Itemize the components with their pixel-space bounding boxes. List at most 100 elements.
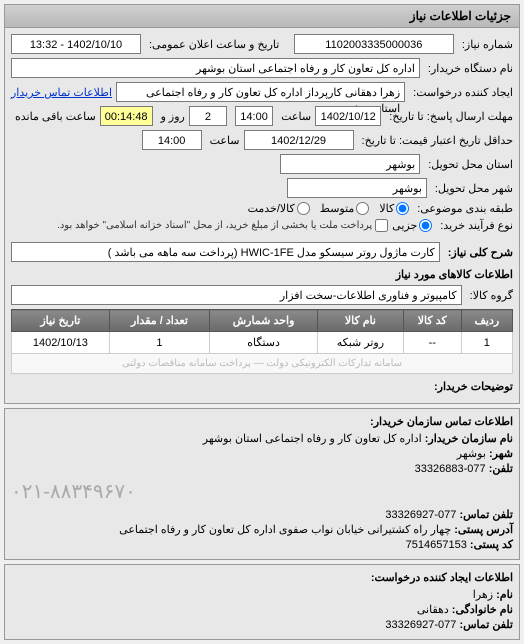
th-code: کد کالا — [403, 310, 461, 332]
phone-label: تلفن: — [489, 463, 513, 475]
row-buyer-org: نام دستگاه خریدار: اداره کل تعاون کار و … — [11, 58, 513, 78]
buy-type-radio-group: جزیی — [392, 219, 432, 232]
time-remaining-field: 00:14:48 — [100, 106, 153, 126]
validity-label: حداقل تاریخ اعتبار قیمت: تا تاریخ: — [362, 134, 513, 147]
postal-label: کد پستی: — [470, 539, 513, 551]
panel-title: جزئیات اطلاعات نیاز — [5, 5, 519, 28]
delivery-city-label: شهر محل تحویل: — [435, 182, 513, 195]
treasury-checkbox-input[interactable] — [375, 219, 388, 232]
cell-qty: 1 — [109, 332, 209, 354]
row-notes: توضیحات خریدار: — [11, 380, 513, 393]
fname-label: نام: — [496, 589, 513, 601]
days-remaining-field: 2 — [189, 106, 227, 126]
goods-group-field: کامپیوتر و فناوری اطلاعات-سخت افزار — [11, 285, 462, 305]
contact-org-title: اطلاعات تماس سازمان خریدار: — [11, 415, 513, 428]
cell-name: روتر شبکه — [317, 332, 403, 354]
lname-label: نام خانوادگی: — [452, 604, 513, 616]
org-value: اداره کل تعاون کار و رفاه اجتماعی استان … — [203, 433, 422, 445]
fname-line: نام: زهرا — [11, 588, 513, 601]
row-delivery-province: استان محل تحویل: بوشهر — [11, 154, 513, 174]
req-phone-label: تلفن تماس: — [459, 619, 513, 631]
th-unit: واحد شمارش — [210, 310, 318, 332]
time-label-2: ساعت — [210, 134, 240, 147]
remaining-label: ساعت باقی مانده — [15, 110, 96, 123]
goods-info-title: اطلاعات کالاهای مورد نیاز — [11, 268, 513, 281]
requester-label: ایجاد کننده درخواست: — [413, 86, 513, 99]
category-label: طبقه بندی موضوعی: — [417, 202, 513, 215]
lname-line: نام خانوادگی: دهقانی — [11, 603, 513, 616]
row-goods-group: گروه کالا: کامپیوتر و فناوری اطلاعات-سخت… — [11, 285, 513, 305]
validity-date-field: 1402/12/29 — [244, 130, 354, 150]
cell-unit: دستگاه — [210, 332, 318, 354]
radio-goods-input[interactable] — [396, 202, 409, 215]
fax-label: تلفن تماس: — [459, 509, 513, 521]
postal-line: کد پستی: 7514657153 — [11, 538, 513, 551]
time-label-1: ساعت — [281, 110, 311, 123]
org-label: نام سازمان خریدار: — [425, 433, 513, 445]
fname-value: زهرا — [473, 589, 493, 601]
delivery-province-label: استان محل تحویل: — [428, 158, 513, 171]
radio-service-input[interactable] — [297, 202, 310, 215]
delivery-province-field: بوشهر — [280, 154, 420, 174]
row-buy-type: نوع فرآیند خرید: جزیی پرداخت ملت یا بخشی… — [11, 219, 513, 232]
form-body: شماره نیاز: 1102003335000036 تاریخ و ساع… — [5, 28, 519, 403]
radio-partial[interactable]: جزیی — [392, 219, 432, 232]
buyer-org-field: اداره کل تعاون کار و رفاه اجتماعی استان … — [11, 58, 420, 78]
big-phone: ۰۲۱-۸۸۳۴۹۶۷۰ — [11, 479, 513, 504]
th-qty: تعداد / مقدار — [109, 310, 209, 332]
address-value: چهار راه کشتیرانی خیابان نواب صفوی اداره… — [119, 524, 451, 536]
contact-buyer-link[interactable]: اطلاعات تماس خریدار — [11, 86, 112, 99]
th-row: ردیف — [461, 310, 512, 332]
keyword-field: کارت ماژول روتر سیسکو مدل HWIC-1FE (پردا… — [11, 242, 440, 262]
radio-goods-label: کالا — [379, 202, 394, 215]
deadline-label: مهلت ارسال پاسخ: تا تاریخ: — [389, 110, 513, 123]
radio-goods[interactable]: کالا — [379, 202, 409, 215]
org-line: نام سازمان خریدار: اداره کل تعاون کار و … — [11, 432, 513, 445]
watermark-cell: سامانه تدارکات الکترونیکی دولت — پرداخت … — [12, 354, 513, 374]
radio-avg[interactable]: متوسط — [320, 202, 370, 215]
row-requester: ایجاد کننده درخواست: زهرا دهقانی کارپردا… — [11, 82, 513, 102]
row-validity: حداقل تاریخ اعتبار قیمت: تا تاریخ: 1402/… — [11, 130, 513, 150]
fax-value: 077-33326927 — [385, 509, 456, 521]
need-number-field: 1102003335000036 — [294, 34, 454, 54]
table-header-row: ردیف کد کالا نام کالا واحد شمارش تعداد /… — [12, 310, 513, 332]
announce-label: تاریخ و ساعت اعلان عمومی: — [149, 38, 279, 51]
contact-requester-title: اطلاعات ایجاد کننده درخواست: — [11, 571, 513, 584]
contact-org-section: اطلاعات تماس سازمان خریدار: نام سازمان خ… — [4, 408, 520, 560]
row-keyword: شرح کلی نیاز: کارت ماژول روتر سیسکو مدل … — [11, 242, 513, 262]
fax-line: تلفن تماس: 077-33326927 — [11, 508, 513, 521]
cell-code: -- — [403, 332, 461, 354]
contact-requester-section: اطلاعات ایجاد کننده درخواست: نام: زهرا ن… — [4, 564, 520, 640]
need-number-label: شماره نیاز: — [462, 38, 513, 51]
row-delivery-city: شهر محل تحویل: بوشهر — [11, 178, 513, 198]
main-panel: جزئیات اطلاعات نیاز شماره نیاز: 11020033… — [4, 4, 520, 404]
city-label: شهر: — [489, 448, 513, 460]
table-row: 1 -- روتر شبکه دستگاه 1 1402/10/13 — [12, 332, 513, 354]
watermark-row: سامانه تدارکات الکترونیکی دولت — پرداخت … — [12, 354, 513, 374]
validity-time-field: 14:00 — [142, 130, 202, 150]
notes-label: توضیحات خریدار: — [434, 380, 513, 393]
radio-avg-label: متوسط — [320, 202, 355, 215]
cell-row: 1 — [461, 332, 512, 354]
address-line: آدرس پستی: چهار راه کشتیرانی خیابان نواب… — [11, 523, 513, 536]
buy-type-label: نوع فرآیند خرید: — [440, 219, 513, 232]
goods-table: ردیف کد کالا نام کالا واحد شمارش تعداد /… — [11, 309, 513, 374]
radio-service[interactable]: کالا/خدمت — [248, 202, 310, 215]
req-phone-line: تلفن تماس: 077-33326927 — [11, 618, 513, 631]
lname-value: دهقانی — [417, 604, 449, 616]
city-value: بوشهر — [457, 448, 486, 460]
treasury-checkbox-label: پرداخت ملت یا بخشی از مبلغ خرید، از محل … — [57, 220, 372, 231]
phone-value: 077-33326883 — [415, 463, 486, 475]
radio-partial-label: جزیی — [392, 219, 417, 232]
keyword-label: شرح کلی نیاز: — [448, 246, 513, 259]
radio-avg-input[interactable] — [356, 202, 369, 215]
buyer-org-label: نام دستگاه خریدار: — [428, 62, 513, 75]
radio-partial-input[interactable] — [419, 219, 432, 232]
radio-service-label: کالا/خدمت — [248, 202, 295, 215]
delivery-city-field: بوشهر — [287, 178, 427, 198]
requester-field: زهرا دهقانی کارپرداز اداره کل تعاون کار … — [116, 82, 405, 102]
address-label: آدرس پستی: — [454, 524, 513, 536]
announce-field: 1402/10/10 - 13:32 — [11, 34, 141, 54]
th-date: تاریخ نیاز — [12, 310, 110, 332]
treasury-checkbox[interactable]: پرداخت ملت یا بخشی از مبلغ خرید، از محل … — [57, 219, 388, 232]
